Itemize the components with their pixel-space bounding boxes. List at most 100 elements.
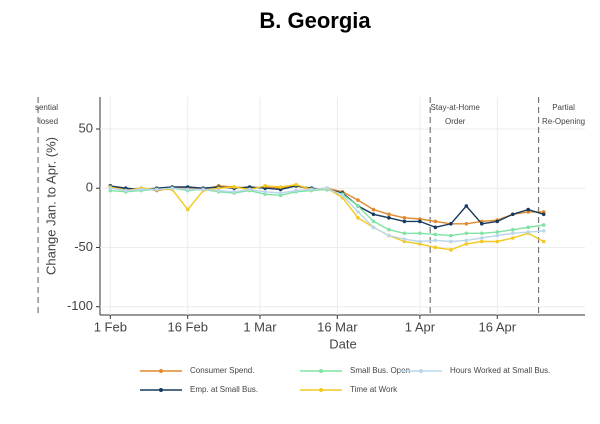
event-label: Partial [552, 103, 575, 112]
legend-marker [159, 388, 163, 392]
point [294, 188, 298, 193]
series-line [110, 183, 545, 251]
event-label: Re-Opening [542, 117, 585, 126]
point [433, 238, 438, 243]
point [495, 230, 500, 234]
legend-marker [319, 369, 323, 373]
point [108, 186, 113, 191]
point [418, 239, 422, 244]
point [356, 198, 360, 202]
x-tick-label: 1 Apr [405, 319, 436, 334]
point [170, 186, 175, 191]
point [480, 221, 484, 226]
legend-label: Emp. at Small Bus. [190, 385, 258, 394]
point [402, 231, 407, 236]
point [371, 212, 376, 217]
point [464, 231, 469, 236]
legend-marker [319, 388, 323, 392]
point [526, 207, 531, 212]
point [263, 189, 267, 194]
point [371, 207, 376, 212]
point [402, 237, 407, 241]
point [340, 193, 345, 198]
x-axis-label: Date [329, 336, 356, 351]
legend-label: Time at Work [350, 385, 398, 394]
event-label: sential [35, 103, 58, 112]
point [356, 210, 360, 214]
x-tick-label: 16 Feb [167, 319, 207, 334]
legend-marker [419, 369, 423, 373]
point [201, 187, 205, 192]
point [541, 223, 546, 227]
point [309, 187, 314, 192]
point [402, 219, 407, 224]
event-label: Order [445, 117, 466, 126]
point [480, 231, 484, 236]
point [402, 216, 407, 220]
point [123, 188, 128, 193]
y-tick-label: -50 [74, 239, 93, 254]
point [433, 232, 438, 237]
point [418, 231, 422, 236]
point [247, 187, 252, 192]
y-axis-label: Change Jan. to Apr. (%) [43, 137, 58, 275]
x-tick-label: 16 Mar [317, 319, 358, 334]
point [418, 219, 422, 224]
y-tick-label: 0 [86, 180, 93, 195]
legend-label: Hours Worked at Small Bus. [450, 366, 550, 375]
point [480, 239, 484, 244]
x-tick-label: 16 Apr [478, 319, 516, 334]
point [449, 248, 453, 252]
x-tick-label: 1 Mar [243, 319, 277, 334]
series-line [110, 185, 544, 229]
event-label: losed [39, 117, 58, 126]
point [449, 221, 453, 226]
point [263, 184, 267, 188]
point [278, 185, 283, 189]
legend-label: Small Bus. Open [350, 366, 410, 375]
point [510, 212, 515, 217]
legend-marker [159, 369, 163, 373]
point [433, 245, 438, 250]
chart-title: B. Georgia [259, 8, 371, 33]
point [294, 182, 298, 187]
point [464, 221, 469, 226]
point [541, 239, 546, 244]
point [433, 219, 438, 224]
point [480, 236, 484, 240]
point [433, 225, 438, 230]
point [139, 187, 144, 192]
point [541, 212, 546, 217]
point [356, 216, 360, 220]
point [495, 239, 500, 244]
point [541, 229, 546, 233]
event-label: Stay-at-Home [431, 103, 481, 112]
legend-label: Consumer Spend. [190, 366, 254, 375]
series-line [110, 185, 544, 225]
point [449, 233, 453, 238]
point [387, 227, 391, 232]
point [356, 204, 360, 208]
point [387, 212, 391, 217]
point [278, 191, 283, 195]
series-line [110, 187, 544, 237]
point [371, 225, 376, 230]
y-tick-label: 50 [79, 120, 93, 135]
point [510, 231, 515, 236]
point [510, 227, 515, 232]
point [526, 225, 531, 230]
point [510, 236, 515, 240]
point [371, 219, 376, 224]
point [185, 187, 190, 192]
x-tick-label: 1 Feb [94, 319, 127, 334]
point [185, 207, 190, 212]
point [232, 189, 236, 194]
point [387, 216, 391, 220]
point [232, 185, 236, 189]
y-tick-label: -100 [67, 298, 93, 313]
point [387, 233, 391, 238]
point [495, 219, 500, 224]
point [464, 238, 469, 243]
point [449, 239, 453, 244]
